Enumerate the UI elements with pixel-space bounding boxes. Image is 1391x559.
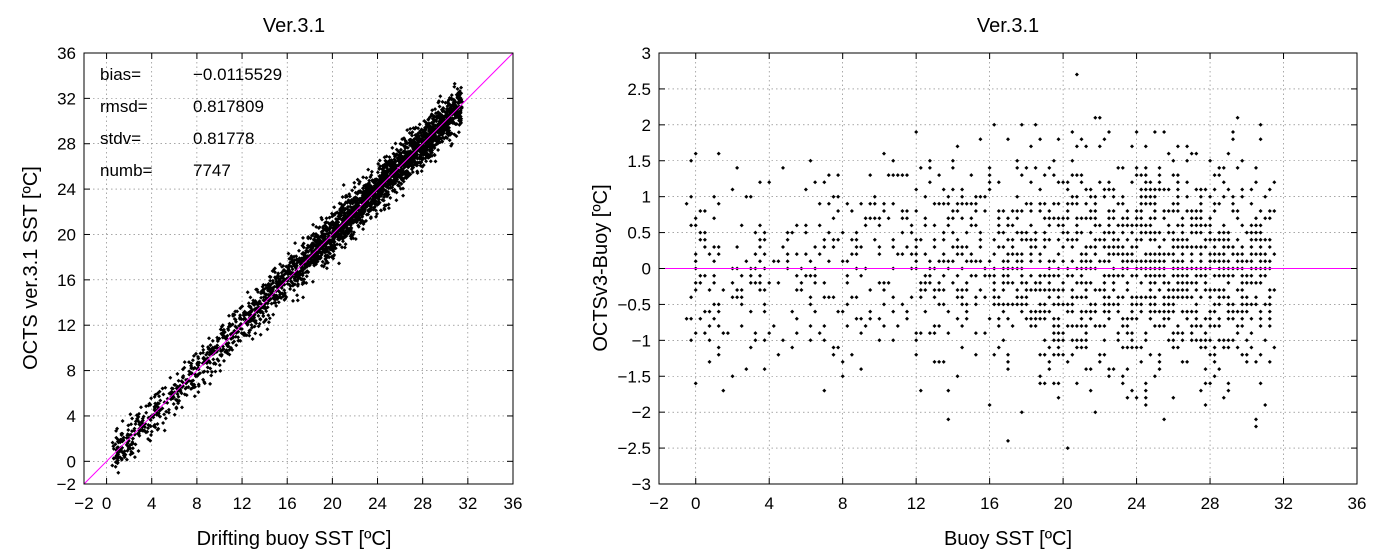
stat-label: rmsd=	[100, 97, 148, 116]
y-tick-label: −2.5	[617, 439, 651, 458]
scatter-panel-sst: Ver.3.1 −2 0 4 8 12 16 20 24 28 32 36 −2 0 4 8 12 16 20 24…	[20, 15, 522, 550]
y-tick-label: 28	[57, 135, 76, 154]
x-tick-label: −2	[649, 494, 668, 513]
x-tick-label: 28	[413, 494, 432, 513]
y-tick-label: −1.5	[617, 367, 651, 386]
x-tick-label: 36	[1348, 494, 1367, 513]
x-tick-label: 0	[102, 494, 111, 513]
x-tick-label: 0	[691, 494, 700, 513]
right-x-axis-label: Buoy SST [ºC]	[944, 528, 1072, 550]
x-tick-label: 28	[1201, 494, 1220, 513]
y-tick-label: 4	[67, 407, 76, 426]
y-tick-label: −1	[632, 331, 651, 350]
stat-label: stdv=	[100, 129, 141, 148]
x-tick-label: 4	[764, 494, 773, 513]
x-tick-label: 20	[323, 494, 342, 513]
x-tick-label: 8	[838, 494, 847, 513]
y-tick-label: 3	[642, 44, 651, 63]
stat-label: bias=	[100, 65, 141, 84]
right-point-cloud	[684, 72, 1277, 451]
y-tick-label: 2.5	[627, 80, 651, 99]
x-tick-label: 16	[980, 494, 999, 513]
y-tick-label: 8	[67, 362, 76, 381]
x-tick-label: 12	[907, 494, 926, 513]
x-tick-label: 20	[1054, 494, 1073, 513]
y-tick-label: 0	[642, 260, 651, 279]
left-y-axis-label: OCTS ver.3.1 SST [ºC]	[20, 166, 42, 370]
y-tick-label: 0.5	[627, 224, 651, 243]
y-tick-label: 36	[57, 44, 76, 63]
y-tick-label: −2	[57, 475, 76, 494]
right-ticks: −2 0 4 8 12 16 20 24 28 32 36−3−2.5−2−1.5−1−0.500.…	[617, 44, 1366, 513]
x-tick-label: 24	[1127, 494, 1146, 513]
stat-value: −0.0115529	[193, 65, 282, 84]
x-tick-label: 24	[368, 494, 387, 513]
left-plot-frame	[83, 52, 514, 485]
x-tick-label: 32	[458, 494, 477, 513]
y-tick-label: 12	[57, 316, 76, 335]
stat-value: 0.81778	[193, 129, 254, 148]
x-tick-label: 4	[147, 494, 156, 513]
scatter-points	[110, 81, 465, 475]
right-chart-title: Ver.3.1	[977, 15, 1039, 37]
y-tick-label: 1	[642, 188, 651, 207]
x-tick-label: −2	[74, 494, 93, 513]
y-tick-label: −2	[632, 403, 651, 422]
y-tick-label: 32	[57, 89, 76, 108]
stat-value: 0.817809	[193, 97, 264, 116]
left-chart-title: Ver.3.1	[263, 15, 325, 37]
x-tick-label: 8	[192, 494, 201, 513]
y-tick-label: −3	[632, 475, 651, 494]
y-tick-label: 24	[57, 180, 76, 199]
x-tick-label: 12	[233, 494, 252, 513]
left-identity-line	[83, 52, 514, 485]
scatter-points	[684, 72, 1277, 451]
y-tick-label: −0.5	[617, 295, 651, 314]
left-stats-box: bias= −0.0115529 rmsd= 0.817809 stdv= 0.81778…	[100, 65, 282, 180]
x-tick-label: 16	[278, 494, 297, 513]
x-tick-label: 36	[504, 494, 523, 513]
y-tick-label: 0	[67, 452, 76, 471]
left-x-axis-label: Drifting buoy SST [ºC]	[197, 528, 392, 550]
right-y-axis-label: OCTSv3-Buoy [ºC]	[590, 184, 612, 351]
scatter-panel-difference: Ver.3.1 −2 0 4 8 12 16 20 24 28 32 36−3−2.5−2−1.5−…	[590, 15, 1366, 550]
left-point-cloud	[110, 81, 465, 475]
stat-value: 7747	[193, 161, 231, 180]
y-tick-label: 20	[57, 225, 76, 244]
y-tick-label: 2	[642, 116, 651, 135]
y-tick-label: 1.5	[627, 152, 651, 171]
left-ticks: −2 0 4 8 12 16 20 24 28 32 36 −2 0 4 8 12 16 20 24 28 32 36	[57, 44, 523, 513]
x-tick-label: 32	[1274, 494, 1293, 513]
stat-label: numb=	[100, 161, 153, 180]
y-tick-label: 16	[57, 271, 76, 290]
